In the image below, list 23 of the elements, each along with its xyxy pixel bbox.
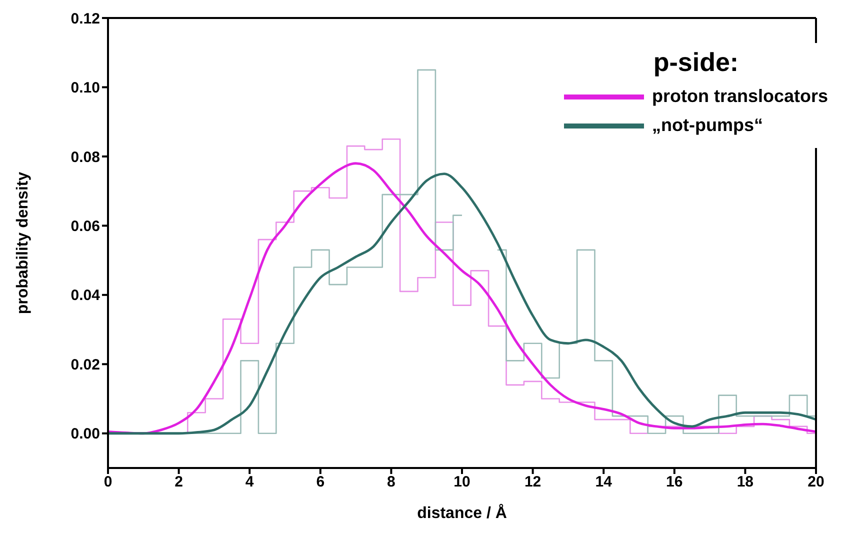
x-tick-label: 0 bbox=[104, 474, 112, 491]
y-tick-label: 0.08 bbox=[70, 148, 100, 166]
y-tick-label: 0.04 bbox=[70, 287, 101, 304]
y-tick-label: 0.00 bbox=[70, 426, 100, 443]
legend-title: p-side: bbox=[652, 47, 740, 78]
x-tick-label: 18 bbox=[736, 474, 754, 491]
y-tick-label: 0.06 bbox=[70, 218, 100, 236]
x-tick-label: 20 bbox=[808, 474, 824, 491]
x-tick-label: 8 bbox=[387, 474, 396, 491]
legend-label: „not-pumps“ bbox=[652, 115, 763, 136]
x-tick-label: 10 bbox=[454, 474, 470, 491]
x-tick-label: 14 bbox=[595, 474, 613, 491]
x-tick-label: 4 bbox=[245, 474, 254, 491]
x-tick-label: 6 bbox=[316, 474, 325, 491]
y-tick-label: 0.02 bbox=[70, 356, 100, 374]
x-tick-label: 16 bbox=[666, 474, 683, 491]
x-tick-label: 12 bbox=[524, 474, 542, 491]
x-axis-title: distance / Å bbox=[417, 503, 508, 522]
y-tick-label: 0.12 bbox=[70, 10, 100, 28]
legend-label: proton translocators bbox=[652, 86, 828, 107]
x-tick-label: 2 bbox=[174, 474, 183, 491]
y-axis-title: probability density bbox=[14, 172, 32, 314]
y-tick-label: 0.10 bbox=[70, 80, 100, 97]
